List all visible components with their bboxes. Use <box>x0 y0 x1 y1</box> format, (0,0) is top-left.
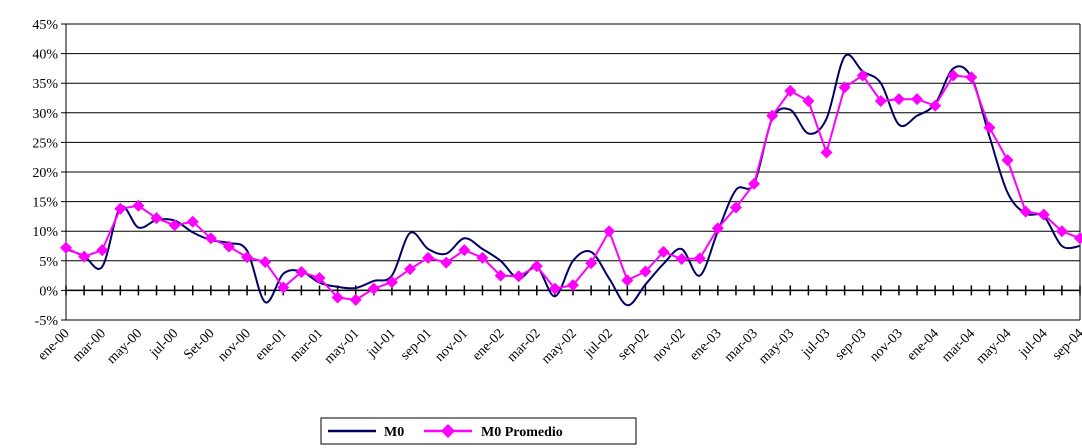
data-point-m0-promedio <box>150 212 163 225</box>
series-group <box>60 53 1082 307</box>
y-tick-label: 5% <box>39 255 58 270</box>
data-point-m0-promedio <box>639 265 652 278</box>
data-point-m0-promedio <box>874 94 887 107</box>
data-point-m0-promedio <box>965 71 978 84</box>
data-point-m0-promedio <box>657 245 670 258</box>
data-point-m0-promedio <box>548 282 561 295</box>
data-point-m0-promedio <box>512 270 525 283</box>
y-tick-label: 35% <box>32 77 58 92</box>
data-point-m0-promedio <box>1001 154 1014 167</box>
y-tick-label: 15% <box>32 196 58 211</box>
data-point-m0-promedio <box>458 244 471 257</box>
data-point-m0-promedio <box>603 225 616 238</box>
data-point-m0-promedio <box>222 240 235 253</box>
data-point-m0-promedio <box>132 199 145 212</box>
data-point-m0-promedio <box>748 177 761 190</box>
data-point-m0-promedio <box>802 94 815 107</box>
data-point-m0-promedio <box>766 109 779 122</box>
y-tick-label: 0% <box>39 284 58 299</box>
data-point-m0-promedio <box>892 93 905 106</box>
data-point-m0-promedio <box>385 276 398 289</box>
data-point-m0-promedio <box>78 250 91 263</box>
data-point-m0-promedio <box>711 222 724 235</box>
data-point-m0-promedio <box>911 93 924 106</box>
y-tick-label: 25% <box>32 136 58 151</box>
data-point-m0-promedio <box>838 81 851 94</box>
data-point-m0-promedio <box>494 269 507 282</box>
data-point-m0-promedio <box>820 146 833 159</box>
data-point-m0-promedio <box>1074 232 1082 245</box>
data-point-m0-promedio <box>947 69 960 82</box>
legend-marker-m0-promedio <box>441 424 455 438</box>
data-point-m0-promedio <box>530 260 543 273</box>
data-point-m0-promedio <box>1019 205 1032 218</box>
data-point-m0-promedio <box>404 263 417 276</box>
data-point-m0-promedio <box>241 251 254 264</box>
y-tick-label: 30% <box>32 107 58 122</box>
data-point-m0-promedio <box>729 201 742 214</box>
data-point-m0-promedio <box>367 282 380 295</box>
y-axis: -5% 0% 5% 10% 15% 20% 25% 30% 35% 40% 45% <box>32 18 66 329</box>
data-point-m0-promedio <box>567 279 579 292</box>
data-point-m0-promedio <box>983 121 996 134</box>
data-point-m0-promedio <box>693 252 706 265</box>
data-point-m0-promedio <box>1037 208 1050 221</box>
data-point-m0-promedio <box>476 251 489 264</box>
data-point-m0-promedio <box>186 215 199 228</box>
data-point-m0-promedio <box>422 251 435 264</box>
y-tick-label: 20% <box>32 166 58 181</box>
legend: M0 M0 Promedio <box>320 417 637 445</box>
data-point-m0-promedio <box>259 255 272 268</box>
data-point-m0-promedio <box>349 293 362 306</box>
data-point-m0-promedio <box>277 281 290 294</box>
data-point-m0-promedio <box>96 244 109 257</box>
y-tick-label: 45% <box>32 18 58 33</box>
data-point-m0-promedio <box>621 274 634 287</box>
data-point-m0-promedio <box>1055 225 1068 238</box>
legend-label-m0-promedio: M0 Promedio <box>481 425 563 440</box>
data-point-m0-promedio <box>60 241 72 254</box>
data-point-m0-promedio <box>114 202 127 215</box>
data-point-m0-promedio <box>331 291 344 304</box>
data-point-m0-promedio <box>929 99 942 112</box>
y-tick-label: 40% <box>32 48 58 63</box>
data-point-m0-promedio <box>675 253 688 266</box>
data-point-m0-promedio <box>295 266 308 279</box>
y-tick-label: -5% <box>35 314 59 329</box>
data-point-m0-promedio <box>313 271 326 284</box>
data-point-m0-promedio <box>168 219 181 232</box>
data-point-m0-promedio <box>585 257 598 270</box>
data-point-m0-promedio <box>440 256 453 269</box>
legend-label-m0: M0 <box>384 425 404 440</box>
data-point-m0-promedio <box>204 232 217 245</box>
y-tick-label: 10% <box>32 225 58 240</box>
data-point-m0-promedio <box>784 84 797 97</box>
data-point-m0-promedio <box>856 69 869 82</box>
series-line-m0 <box>65 53 1081 307</box>
